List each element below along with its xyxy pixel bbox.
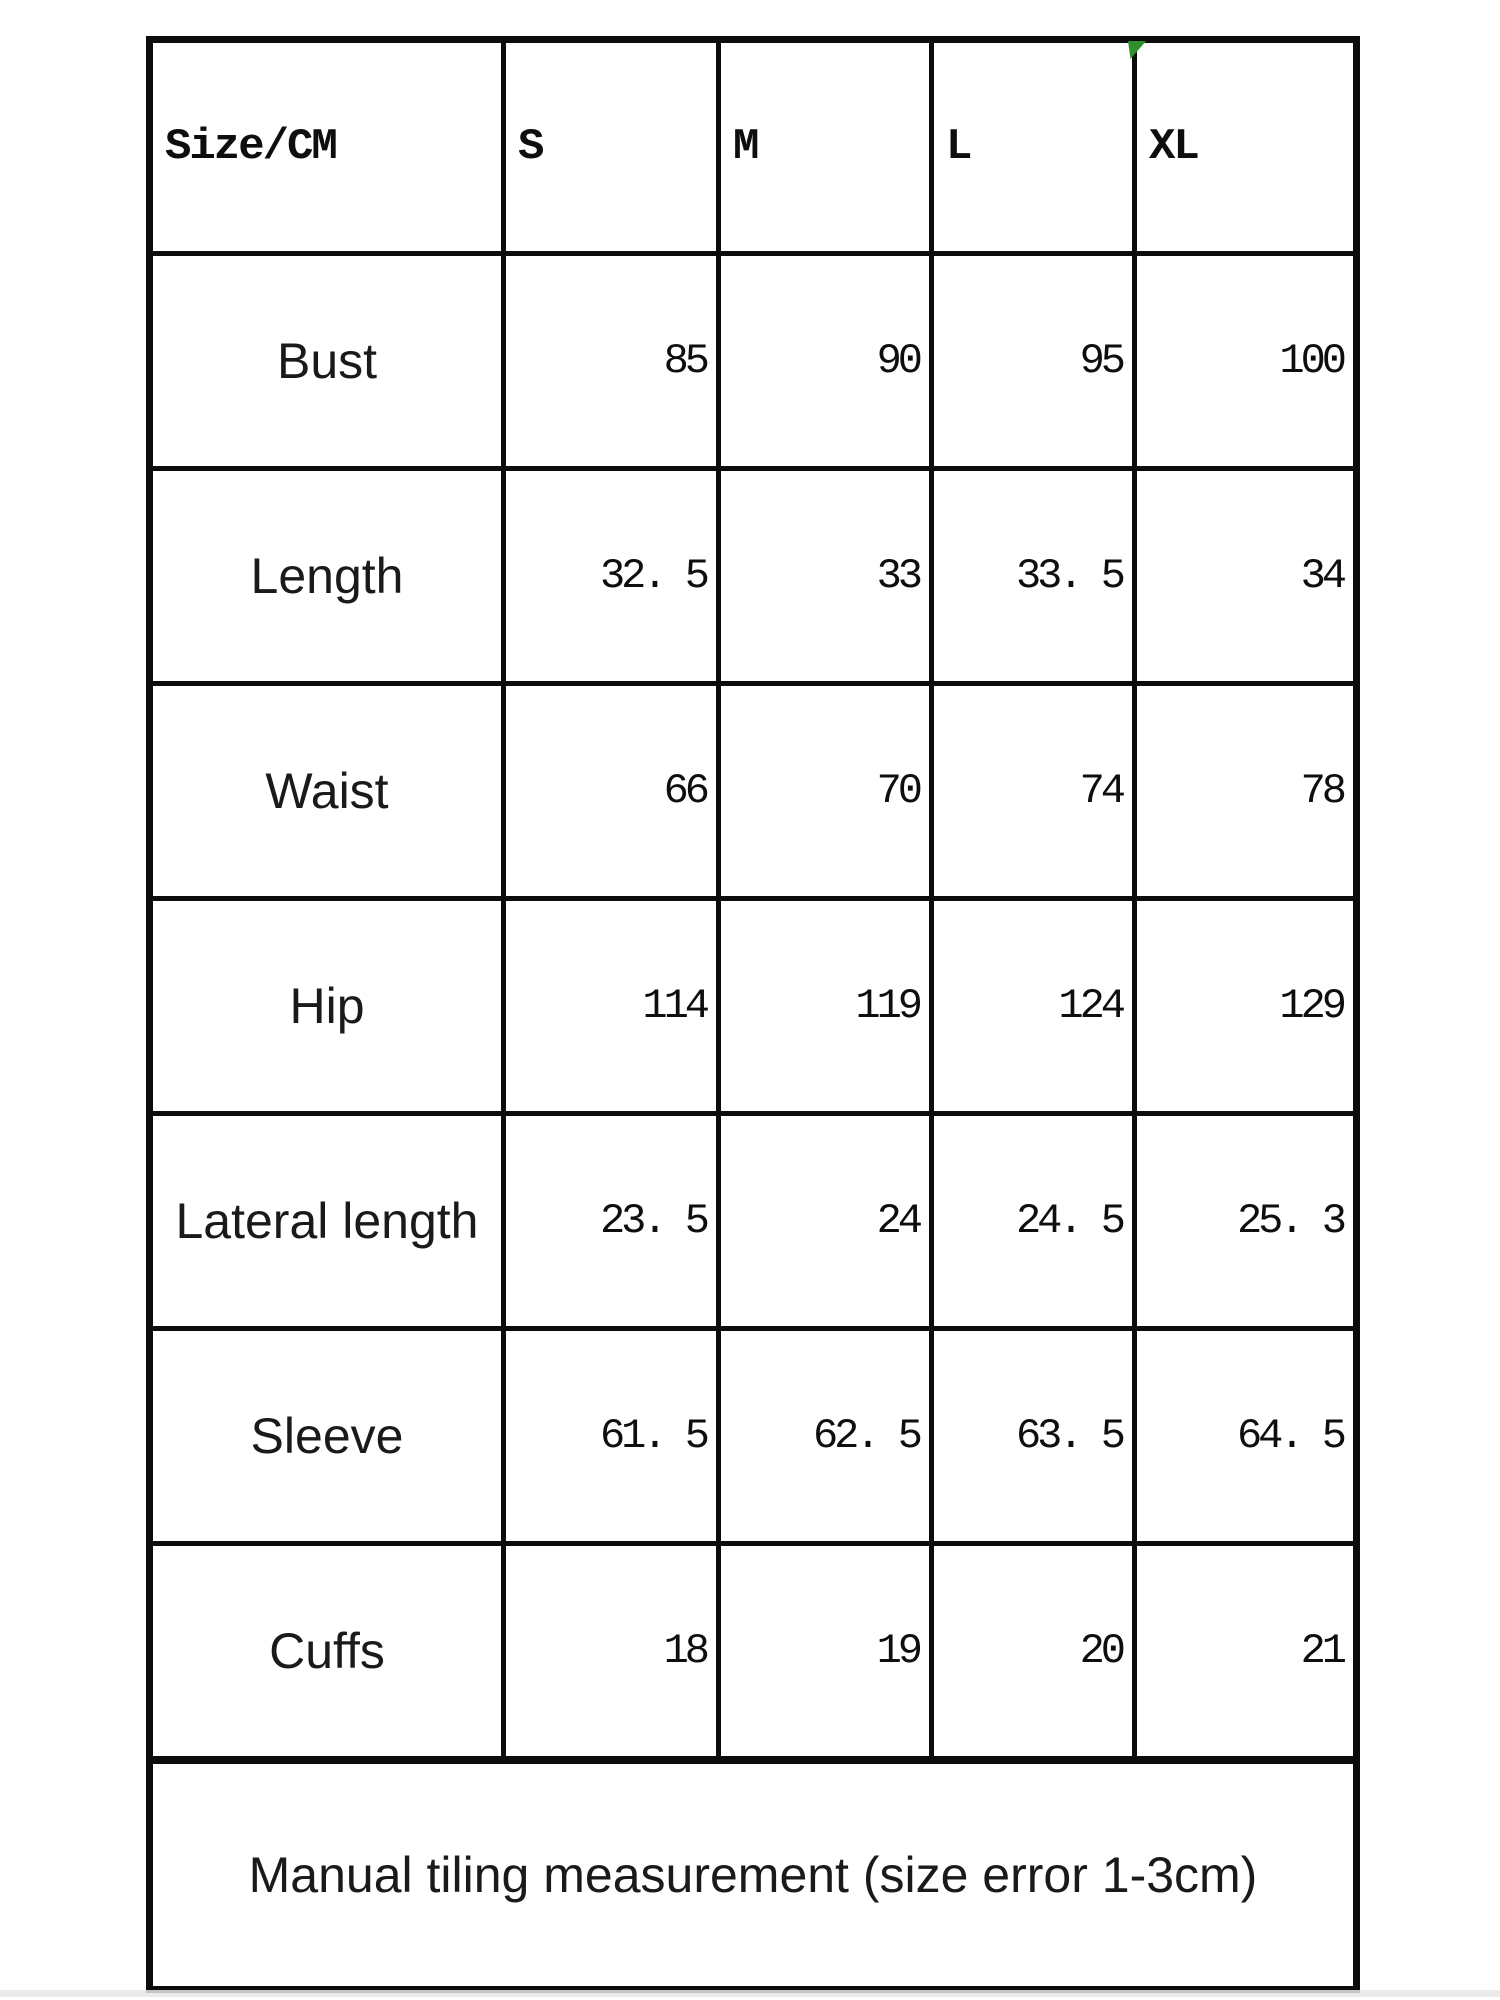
row-label-cell: Cuffs — [147, 1541, 506, 1763]
value-cell: 33 — [716, 466, 934, 686]
footer-row: Manual tiling measurement (size error 1-… — [147, 1756, 1359, 1992]
value-cell: 18 — [501, 1541, 721, 1763]
value-cell: 114 — [501, 896, 721, 1116]
value-cell: 61. 5 — [501, 1326, 721, 1546]
value-cell: 33. 5 — [929, 466, 1137, 686]
row-label-cell: Bust — [147, 251, 506, 471]
value-cell: 78 — [1132, 681, 1359, 901]
value-cell: 19 — [716, 1541, 934, 1763]
bottom-scan-artifact — [0, 1990, 1500, 1997]
value-cell: 74 — [929, 681, 1137, 901]
value-cell: 90 — [716, 251, 934, 471]
value-cell: 25. 3 — [1132, 1111, 1359, 1331]
row-label-cell: Length — [147, 466, 506, 686]
value-cell: 64. 5 — [1132, 1326, 1359, 1546]
header-cell-s: S — [501, 37, 721, 256]
value-cell: 124 — [929, 896, 1137, 1116]
row-label-cell: Hip — [147, 896, 506, 1116]
value-cell: 129 — [1132, 896, 1359, 1116]
value-cell: 62. 5 — [716, 1326, 934, 1546]
value-cell: 70 — [716, 681, 934, 901]
table-row-waist: Waist 66 70 74 78 — [147, 681, 1359, 901]
value-cell: 95 — [929, 251, 1137, 471]
row-label-cell: Waist — [147, 681, 506, 901]
table-row-bust: Bust 85 90 95 100 — [147, 251, 1359, 471]
value-cell: 100 — [1132, 251, 1359, 471]
header-cell-xl: XL — [1132, 37, 1359, 256]
value-cell: 119 — [716, 896, 934, 1116]
table-row-lateral-length: Lateral length 23. 5 24 24. 5 25. 3 — [147, 1111, 1359, 1331]
value-cell: 24 — [716, 1111, 934, 1331]
table-row-cuffs: Cuffs 18 19 20 21 — [147, 1541, 1359, 1763]
table-row-sleeve: Sleeve 61. 5 62. 5 63. 5 64. 5 — [147, 1326, 1359, 1546]
value-cell: 20 — [929, 1541, 1137, 1763]
table-row-hip: Hip 114 119 124 129 — [147, 896, 1359, 1116]
value-cell: 34 — [1132, 466, 1359, 686]
value-cell: 23. 5 — [501, 1111, 721, 1331]
footer-note-cell: Manual tiling measurement (size error 1-… — [147, 1756, 1359, 1992]
row-label-cell: Lateral length — [147, 1111, 506, 1331]
row-label-cell: Sleeve — [147, 1326, 506, 1546]
value-cell: 21 — [1132, 1541, 1359, 1763]
value-cell: 85 — [501, 251, 721, 471]
size-chart-table: Size/CM S M L XL Bust 85 90 95 100 Lengt… — [146, 36, 1360, 1993]
table-row-length: Length 32. 5 33 33. 5 34 — [147, 466, 1359, 686]
value-cell: 32. 5 — [501, 466, 721, 686]
value-cell: 63. 5 — [929, 1326, 1137, 1546]
value-cell: 24. 5 — [929, 1111, 1137, 1331]
header-cell-size-cm: Size/CM — [147, 37, 506, 256]
header-cell-m: M — [716, 37, 934, 256]
header-cell-l: L — [929, 37, 1137, 256]
header-row: Size/CM S M L XL — [147, 37, 1359, 256]
value-cell: 66 — [501, 681, 721, 901]
